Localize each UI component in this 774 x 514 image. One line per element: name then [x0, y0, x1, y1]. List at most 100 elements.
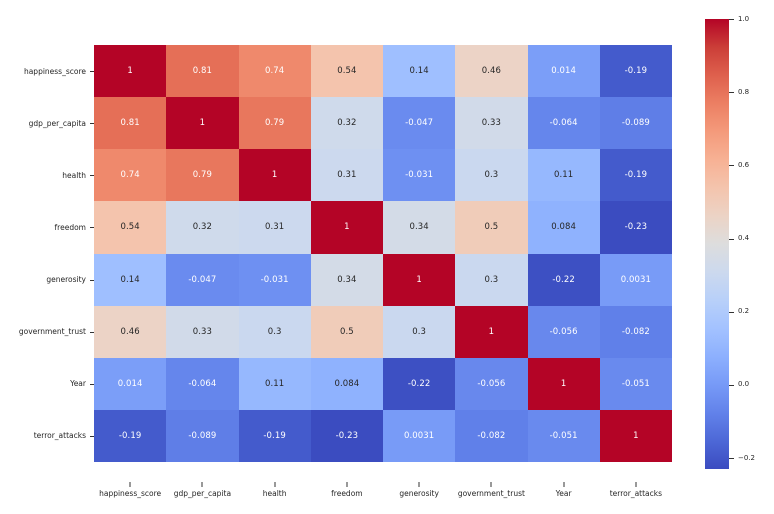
x-axis-label: health — [262, 489, 287, 498]
y-axis-label: health — [62, 170, 86, 180]
x-axis-tick — [490, 482, 492, 487]
heatmap-cell: 0.0031 — [599, 253, 672, 306]
y-axis-tick — [90, 383, 94, 385]
heatmap-cell: -0.089 — [599, 97, 672, 150]
heatmap-cell: 0.0031 — [383, 409, 456, 462]
heatmap-cell: 0.46 — [455, 45, 528, 98]
heatmap-cell: 0.34 — [310, 253, 383, 306]
heatmap-cell: 0.74 — [238, 45, 311, 98]
heatmap-cell: -0.056 — [527, 305, 600, 358]
heatmap-cell: 0.3 — [455, 149, 528, 202]
y-axis-label: gdp_per_capita — [28, 118, 86, 128]
x-axis-label: freedom — [331, 489, 363, 498]
colorbar-tick — [729, 384, 734, 386]
heatmap-cell: 0.81 — [94, 97, 167, 150]
heatmap-cell: 0.79 — [238, 97, 311, 150]
heatmap-cell: 0.14 — [383, 45, 456, 98]
heatmap-cell: -0.031 — [383, 149, 456, 202]
heatmap-cell: 0.5 — [455, 201, 528, 254]
x-axis-tick — [346, 482, 348, 487]
x-axis-tick — [129, 482, 131, 487]
colorbar-tick-label: 0.0 — [738, 380, 750, 389]
heatmap-cell: -0.056 — [455, 357, 528, 410]
heatmap-cell: 1 — [310, 201, 383, 254]
heatmap-cell: -0.051 — [527, 409, 600, 462]
colorbar-tick-label: −0.2 — [738, 453, 755, 462]
x-axis-tick — [274, 482, 276, 487]
heatmap-cell: 0.084 — [310, 357, 383, 410]
y-axis-tick — [90, 227, 94, 229]
heatmap-cell: -0.051 — [599, 357, 672, 410]
y-axis-label: Year — [70, 379, 86, 389]
heatmap-cell: 1 — [383, 253, 456, 306]
heatmap-cell: -0.031 — [238, 253, 311, 306]
heatmap-cell: 0.31 — [310, 149, 383, 202]
colorbar-tick — [729, 238, 734, 240]
colorbar-tick — [729, 458, 734, 460]
heatmap-cell: 0.74 — [94, 149, 167, 202]
heatmap-cell: -0.19 — [599, 149, 672, 202]
heatmap-cell: -0.082 — [455, 409, 528, 462]
heatmap-cell: 1 — [599, 409, 672, 462]
x-axis-label: Year — [555, 489, 572, 498]
x-axis-label: terror_attacks — [609, 489, 663, 498]
heatmap-cell: 0.46 — [94, 305, 167, 358]
heatmap-cell: 0.084 — [527, 201, 600, 254]
x-axis-label: gdp_per_capita — [173, 489, 232, 498]
y-axis-label: government_trust — [18, 327, 86, 337]
heatmap-cell: -0.23 — [599, 201, 672, 254]
heatmap-cell: 0.5 — [310, 305, 383, 358]
heatmap-cell: 0.32 — [166, 201, 239, 254]
colorbar-tick — [729, 311, 734, 313]
heatmap-cell: 0.11 — [527, 149, 600, 202]
heatmap-cell: -0.19 — [94, 409, 167, 462]
heatmap-cell: -0.082 — [599, 305, 672, 358]
colorbar-tick-label: 0.8 — [738, 87, 750, 96]
heatmap-grid: 1 0.81 0.74 0.54 0.14 0.46 0.014 -0.19 0.81 1 0.79… — [94, 45, 672, 462]
y-axis-label: terror_attacks — [33, 431, 86, 441]
heatmap-cell: 0.79 — [166, 149, 239, 202]
heatmap-cell: 0.3 — [238, 305, 311, 358]
heatmap-cell: -0.22 — [527, 253, 600, 306]
heatmap-cell: 0.014 — [527, 45, 600, 98]
x-axis-tick — [635, 482, 637, 487]
y-axis-tick — [90, 435, 94, 437]
colorbar-tick-label: 0.6 — [738, 160, 750, 169]
x-axis-label: generosity — [399, 489, 439, 498]
colorbar-tick-label: 1.0 — [738, 14, 750, 23]
heatmap-cell: -0.19 — [238, 409, 311, 462]
heatmap-cell: 0.3 — [383, 305, 456, 358]
x-axis-label: happiness_score — [99, 489, 162, 498]
y-axis-label: happiness_score — [23, 66, 86, 76]
colorbar-tick-label: 0.2 — [738, 307, 750, 316]
x-axis-tick — [563, 482, 565, 487]
heatmap-cell: -0.19 — [599, 45, 672, 98]
x-axis-tick — [201, 482, 203, 487]
y-axis-tick — [90, 175, 94, 177]
heatmap-cell: 0.34 — [383, 201, 456, 254]
heatmap-cell: -0.064 — [166, 357, 239, 410]
heatmap-cell: -0.22 — [383, 357, 456, 410]
y-axis-tick — [90, 279, 94, 281]
y-axis-tick — [90, 71, 94, 73]
heatmap-cell: 0.32 — [310, 97, 383, 150]
heatmap-cell: 0.31 — [238, 201, 311, 254]
heatmap-cell: -0.089 — [166, 409, 239, 462]
heatmap-cell: 0.33 — [166, 305, 239, 358]
colorbar-tick — [729, 19, 734, 20]
heatmap-cell: 0.54 — [310, 45, 383, 98]
colorbar-tick — [729, 165, 734, 167]
heatmap-cell: 1 — [166, 97, 239, 150]
colorbar-tick-label: 0.4 — [738, 234, 750, 242]
colorbar-tick — [729, 92, 734, 94]
y-axis-tick — [90, 331, 94, 333]
heatmap-cell: 0.33 — [455, 97, 528, 150]
heatmap-cell: -0.047 — [383, 97, 456, 150]
heatmap-cell: 0.014 — [94, 357, 167, 410]
y-axis-label: freedom — [54, 222, 86, 232]
heatmap-cell: 1 — [238, 149, 311, 202]
y-axis-label: generosity — [46, 275, 86, 285]
heatmap-cell: 0.3 — [455, 253, 528, 306]
heatmap-cell: -0.23 — [310, 409, 383, 462]
